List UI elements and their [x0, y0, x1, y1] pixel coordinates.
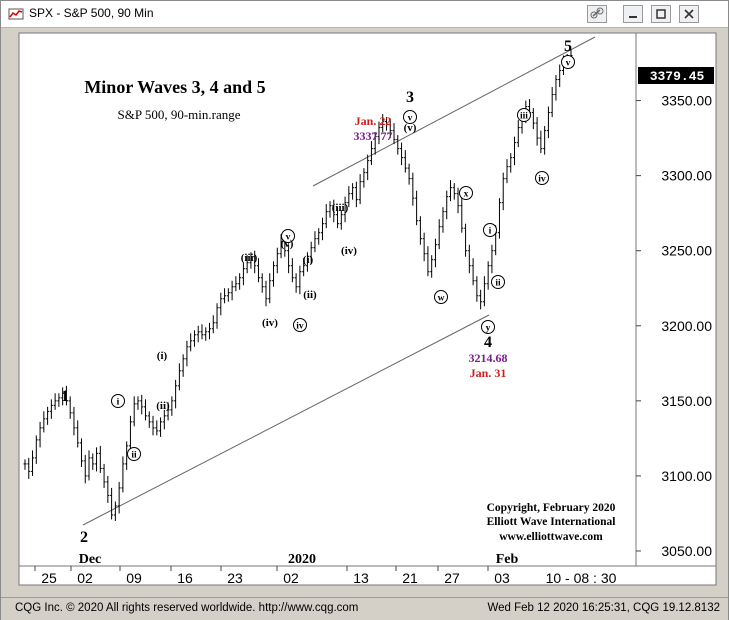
wave-label-circle [561, 55, 575, 69]
wave-label-paren: (iii) [332, 202, 349, 214]
wave-label-paren: (v) [281, 238, 294, 250]
wave-label-circle [111, 394, 125, 408]
y-tick-label: 3050.00 [661, 543, 712, 559]
wave-label-paren: (iv) [341, 245, 357, 257]
wave-label-minor: i [117, 398, 120, 408]
status-bar: CQG Inc. © 2020 All rights reserved worl… [1, 597, 728, 620]
wave-label-minor: y [486, 324, 491, 334]
wave-label-circle [127, 447, 141, 461]
wave-label-paren: (ii) [156, 400, 170, 412]
wave-label-minor: v [408, 114, 413, 124]
wave-label-minor: v [286, 233, 291, 243]
wave-label-major: 5 [564, 38, 572, 55]
status-timestamp: Wed Feb 12 2020 16:25:31, CQG 19.12.8132 [487, 602, 720, 614]
y-tick-label: 3300.00 [661, 168, 712, 184]
x-tick-label: 16 [177, 570, 193, 586]
copyright-line: Copyright, February 2020 [487, 502, 616, 514]
last-price-label: 3379.45 [650, 69, 705, 84]
wave-label-major: 2 [80, 529, 88, 546]
y-tick-label: 3200.00 [661, 318, 712, 334]
x-tick-label: 21 [402, 570, 418, 586]
x-tick-label: 10 - 08 : 30 [546, 570, 617, 586]
plot-area [18, 32, 637, 567]
month-label-feb: Feb [496, 552, 519, 567]
y-tick-label: 3100.00 [661, 468, 712, 484]
title-bar[interactable]: SPX - S&P 500, 90 Min [1, 1, 728, 28]
wave-label-minor: ii [495, 279, 501, 289]
x-tick-label: 13 [353, 570, 369, 586]
x-tick-label: 25 [41, 570, 57, 586]
wave-label-paren: (i) [303, 254, 314, 266]
wave-label-paren: (iv) [262, 317, 278, 329]
high-value-label: 3337.77 [354, 129, 393, 143]
wave-label-circle [483, 223, 497, 237]
wave-label-major: 4 [484, 334, 492, 351]
app-icon [8, 8, 24, 20]
month-label-dec: Dec [79, 552, 102, 567]
wave-label-circle [481, 320, 495, 334]
link-icon[interactable] [587, 5, 607, 23]
chart-subtitle: S&P 500, 90-min.range [117, 107, 240, 122]
status-copyright: CQG Inc. © 2020 All rights reserved worl… [15, 602, 359, 614]
wave-label-circle [535, 171, 549, 185]
copyright-company: Elliott Wave International [487, 516, 616, 528]
x-tick-label: 02 [77, 570, 93, 586]
wave-label-paren: (v) [404, 122, 417, 134]
minimize-icon[interactable] [623, 5, 643, 23]
wave-label-paren: (i) [157, 350, 168, 362]
maximize-icon[interactable] [651, 5, 671, 23]
wave-label-major: 3 [406, 89, 414, 106]
wave-label-minor: ii [131, 451, 137, 461]
wave-label-circle [434, 290, 448, 304]
high-date-label: Jan. 22 [355, 114, 392, 128]
close-icon[interactable] [679, 5, 699, 23]
time-axis [18, 565, 717, 586]
wave-label-paren: (ii) [303, 289, 317, 301]
low-date-label: Jan. 31 [470, 366, 507, 380]
wave-label-minor: iii [520, 112, 528, 122]
y-tick-label: 3250.00 [661, 243, 712, 259]
wave-label-circle [403, 110, 417, 124]
x-tick-label: 02 [283, 570, 299, 586]
x-tick-label: 03 [494, 570, 510, 586]
window-title: SPX - S&P 500, 90 Min [29, 6, 154, 20]
x-tick-label: 23 [227, 570, 243, 586]
low-value-label: 3214.68 [469, 351, 508, 365]
wave-label-circle [293, 318, 307, 332]
chart-title: Minor Waves 3, 4 and 5 [84, 77, 265, 97]
price-axis [635, 32, 717, 567]
x-tick-label: 09 [126, 570, 142, 586]
copyright-url: www.elliottwave.com [499, 531, 603, 543]
wave-label-circle [491, 275, 505, 289]
wave-label-minor: v [566, 59, 571, 69]
wave-label-minor: x [464, 190, 469, 200]
wave-label-paren: (iii) [241, 252, 258, 264]
upper-channel-line [312, 36, 596, 187]
wave-label-minor: iv [296, 322, 304, 332]
y-tick-label: 3150.00 [661, 393, 712, 409]
price-chart[interactable]: 3350.00 3300.00 3250.00 3200.00 3150.00 3100.… [1, 1, 728, 597]
wave-label-circle [517, 108, 531, 122]
wave-label-minor: i [489, 227, 492, 237]
wave-label-major: 1 [61, 388, 69, 405]
x-tick-label: 27 [444, 570, 460, 586]
y-tick-label: 3350.00 [661, 93, 712, 109]
wave-label-circle [459, 186, 473, 200]
wave-label-circle [281, 229, 295, 243]
wave-label-minor: w [438, 294, 445, 304]
month-label-2020: 2020 [288, 552, 316, 567]
wave-label-minor: iv [538, 175, 546, 185]
lower-channel-line [82, 314, 490, 526]
last-price-box [638, 67, 714, 84]
